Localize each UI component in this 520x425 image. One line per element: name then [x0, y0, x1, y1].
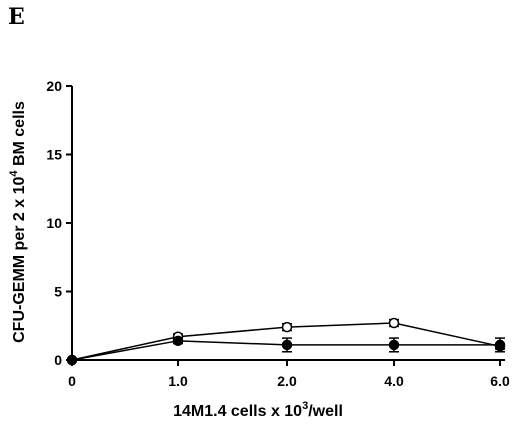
- data-point: [388, 339, 400, 351]
- y-axis-title-suffix: BM cells: [11, 101, 28, 170]
- x-axis-title-exponent: 3: [302, 400, 308, 412]
- series-layer: [66, 317, 506, 366]
- data-point: [66, 354, 78, 366]
- y-tick-label: 10: [46, 215, 62, 231]
- x-axis-title-main: 14M1.4 cells x 10: [173, 403, 302, 420]
- data-point: [494, 339, 506, 351]
- data-point: [172, 335, 184, 347]
- y-tick-label: 5: [54, 284, 62, 300]
- y-axis-title-main: CFU-GEMM per 2 x 10: [11, 177, 28, 343]
- y-axis-title-exponent: 4: [8, 170, 20, 177]
- x-tick-label: 0: [68, 373, 76, 389]
- data-point: [281, 321, 293, 333]
- x-tick-label: 4.0: [384, 373, 404, 389]
- y-tick-label: 15: [46, 147, 62, 163]
- series-filled-circle: [66, 335, 506, 366]
- x-tick-label: 6.0: [490, 373, 510, 389]
- axes: 0 5 10 15 20 0 1.0 2.0 4.0 6.0: [46, 78, 510, 389]
- x-tick-label: 2.0: [277, 373, 297, 389]
- panel-letter: E: [8, 4, 25, 30]
- y-tick-label: 20: [46, 78, 62, 94]
- y-axis-title: CFU-GEMM per 2 x 104 BM cells: [8, 101, 28, 343]
- x-tick-label: 1.0: [168, 373, 188, 389]
- x-axis-title: 14M1.4 cells x 103/well: [173, 400, 343, 420]
- data-point: [281, 339, 293, 351]
- x-axis-title-suffix: /well: [308, 403, 343, 420]
- y-tick-label: 0: [54, 352, 62, 368]
- data-point: [388, 317, 400, 329]
